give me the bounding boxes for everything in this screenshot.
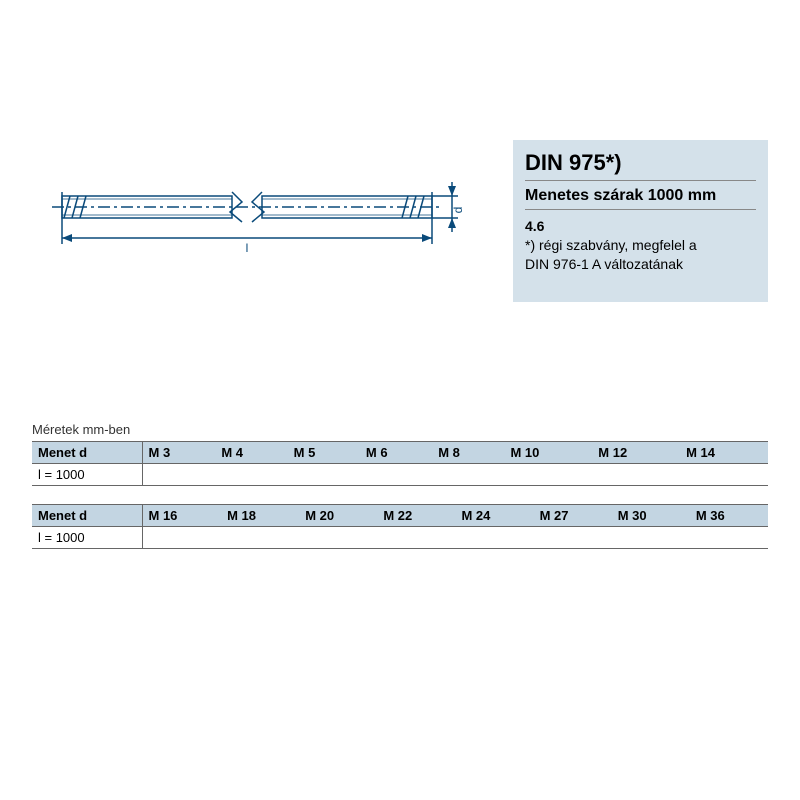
cell [221, 527, 299, 549]
col-header: M 14 [680, 442, 768, 464]
spec-table-2: Menet d M 16 M 18 M 20 M 22 M 24 M 27 M … [32, 504, 768, 549]
col-header: M 16 [142, 505, 221, 527]
table-caption: Méretek mm-ben [32, 422, 768, 437]
info-note-2: DIN 976-1 A változatának [525, 255, 756, 274]
col-header: M 24 [455, 505, 533, 527]
cell [142, 464, 215, 486]
table-row: l = 1000 [32, 464, 768, 486]
col-header: M 30 [612, 505, 690, 527]
spec-table-1: Menet d M 3 M 4 M 5 M 6 M 8 M 10 M 12 M … [32, 441, 768, 486]
row-label-data: l = 1000 [32, 527, 142, 549]
col-header: M 4 [215, 442, 287, 464]
cell [690, 527, 768, 549]
col-header: M 10 [504, 442, 592, 464]
cell [504, 464, 592, 486]
cell [288, 464, 360, 486]
cell [377, 527, 455, 549]
col-header: M 8 [432, 442, 504, 464]
cell [432, 464, 504, 486]
cell [299, 527, 377, 549]
info-box: DIN 975*) Menetes szárak 1000 mm 4.6 *) … [513, 140, 768, 302]
row-label-header: Menet d [32, 442, 142, 464]
cell [612, 527, 690, 549]
table-row: Menet d M 3 M 4 M 5 M 6 M 8 M 10 M 12 M … [32, 442, 768, 464]
info-subtitle: Menetes szárak 1000 mm [525, 187, 756, 210]
table-row: Menet d M 16 M 18 M 20 M 22 M 24 M 27 M … [32, 505, 768, 527]
row-label-data: l = 1000 [32, 464, 142, 486]
diagram-area: l d [32, 142, 513, 302]
length-label: l [246, 241, 249, 255]
cell [534, 527, 612, 549]
col-header: M 20 [299, 505, 377, 527]
cell [455, 527, 533, 549]
col-header: M 5 [288, 442, 360, 464]
page: l d DIN 975*) Menetes szárak 1000 mm 4.6… [32, 32, 768, 768]
col-header: M 3 [142, 442, 215, 464]
cell [215, 464, 287, 486]
col-header: M 36 [690, 505, 768, 527]
col-header: M 18 [221, 505, 299, 527]
info-strength: 4.6 [525, 218, 756, 234]
col-header: M 27 [534, 505, 612, 527]
col-header: M 6 [360, 442, 432, 464]
table-row: l = 1000 [32, 527, 768, 549]
rod-drawing: l d [42, 172, 472, 262]
tables-section: Méretek mm-ben Menet d M 3 M 4 M 5 M 6 M… [32, 422, 768, 549]
cell [360, 464, 432, 486]
cell [680, 464, 768, 486]
col-header: M 12 [592, 442, 680, 464]
cell [592, 464, 680, 486]
cell [142, 527, 221, 549]
info-title: DIN 975*) [525, 150, 756, 181]
diameter-label: d [451, 207, 465, 214]
row-label-header: Menet d [32, 505, 142, 527]
top-row: l d DIN 975*) Menetes szárak 1000 mm 4.6… [32, 142, 768, 302]
info-note-1: *) régi szabvány, megfelel a [525, 236, 756, 255]
col-header: M 22 [377, 505, 455, 527]
